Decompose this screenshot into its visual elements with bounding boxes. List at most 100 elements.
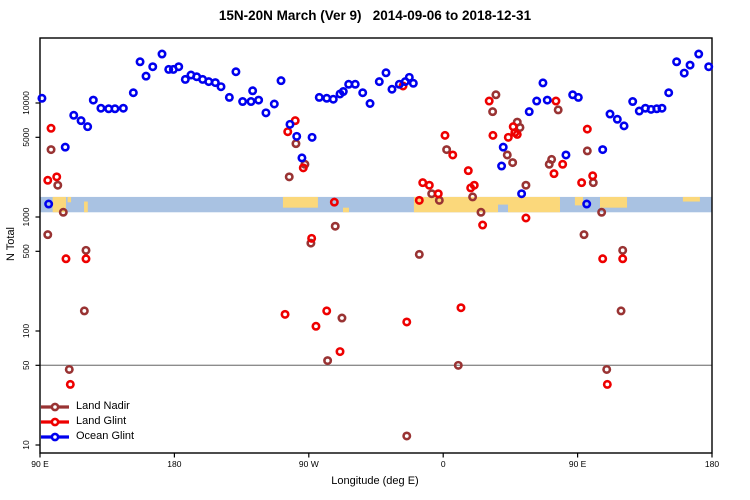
data-point-ocean-glint xyxy=(605,109,615,119)
data-point-ocean-glint xyxy=(69,110,79,120)
data-point-ocean-glint xyxy=(269,99,279,109)
data-point-land-glint xyxy=(440,130,450,140)
data-point-land-glint xyxy=(582,124,592,134)
y-tick-label: 500 xyxy=(21,244,31,258)
data-point-land-nadir xyxy=(453,360,463,370)
data-point-land-nadir xyxy=(616,306,626,316)
land-nadir-marker-icon xyxy=(41,402,69,411)
x-tick-label: 180 xyxy=(167,459,181,469)
land-band-segment xyxy=(67,196,72,203)
data-point-ocean-glint xyxy=(498,142,508,152)
data-point-ocean-glint xyxy=(60,142,70,152)
land-glint-marker-icon xyxy=(41,417,69,426)
data-point-ocean-glint xyxy=(135,57,145,67)
data-point-land-glint xyxy=(488,130,498,140)
x-tick-label: 0 xyxy=(441,459,446,469)
data-point-land-nadir xyxy=(508,158,518,168)
data-point-ocean-glint xyxy=(96,103,106,113)
legend-item-land-glint: Land Glint xyxy=(41,414,134,429)
data-point-land-glint xyxy=(551,96,561,106)
data-point-ocean-glint xyxy=(619,121,629,131)
data-point-land-nadir xyxy=(502,150,512,160)
x-tick-label: 90 E xyxy=(569,459,587,469)
data-point-land-glint xyxy=(448,150,458,160)
data-point-ocean-glint xyxy=(338,87,348,97)
data-point-ocean-glint xyxy=(231,67,241,77)
data-point-land-glint xyxy=(329,197,339,207)
data-point-land-nadir xyxy=(323,356,333,366)
data-point-land-nadir xyxy=(306,238,316,248)
data-point-land-glint xyxy=(456,303,466,313)
data-point-land-nadir xyxy=(488,107,498,117)
data-point-ocean-glint xyxy=(679,68,689,78)
data-point-ocean-glint xyxy=(672,57,682,67)
data-point-land-glint xyxy=(484,96,494,106)
data-point-ocean-glint xyxy=(664,88,674,98)
data-point-ocean-glint xyxy=(164,64,174,74)
data-point-land-nadir xyxy=(291,139,301,149)
x-tick-label: 90 E xyxy=(31,459,49,469)
data-point-ocean-glint xyxy=(517,189,527,199)
data-point-land-glint xyxy=(52,172,62,182)
x-axis-label: Longitude (deg E) xyxy=(331,475,419,487)
data-point-land-glint xyxy=(598,254,608,264)
data-point-ocean-glint xyxy=(285,119,295,129)
data-point-land-glint xyxy=(549,169,559,179)
land-band-segment xyxy=(282,196,318,208)
data-point-ocean-glint xyxy=(157,49,167,59)
data-point-ocean-glint xyxy=(261,108,271,118)
data-point-ocean-glint xyxy=(238,97,248,107)
data-point-land-glint xyxy=(46,123,56,133)
land-band-segment xyxy=(600,196,628,208)
data-point-land-glint xyxy=(558,159,568,169)
data-point-ocean-glint xyxy=(628,97,638,107)
data-point-ocean-glint xyxy=(408,78,418,88)
data-point-land-glint xyxy=(402,317,412,327)
data-point-land-glint xyxy=(335,347,345,357)
y-tick-label: 1000 xyxy=(21,207,31,226)
data-point-land-glint xyxy=(433,189,443,199)
data-point-ocean-glint xyxy=(704,62,714,72)
data-point-land-nadir xyxy=(579,230,589,240)
data-point-land-nadir xyxy=(284,172,294,182)
data-point-ocean-glint xyxy=(561,150,571,160)
data-point-ocean-glint xyxy=(358,88,368,98)
data-point-land-glint xyxy=(311,321,321,331)
data-point-land-nadir xyxy=(618,245,628,255)
data-point-land-nadir xyxy=(81,245,91,255)
plot-border xyxy=(39,37,713,454)
legend: Land Nadir Land Glint Ocean Glint xyxy=(41,399,134,444)
data-point-ocean-glint xyxy=(180,74,190,84)
data-point-ocean-glint xyxy=(141,71,151,81)
data-point-land-glint xyxy=(602,379,612,389)
legend-item-ocean-glint: Ocean Glint xyxy=(41,429,134,444)
data-point-land-nadir xyxy=(79,306,89,316)
data-point-ocean-glint xyxy=(374,77,384,87)
x-tick-label: 90 W xyxy=(299,459,319,469)
data-point-land-nadir xyxy=(602,364,612,374)
data-point-ocean-glint xyxy=(224,92,234,102)
data-point-land-glint xyxy=(414,195,424,205)
y-tick-label: 50 xyxy=(21,360,31,370)
data-point-land-nadir xyxy=(46,145,56,155)
data-point-land-glint xyxy=(81,254,91,264)
data-point-land-nadir xyxy=(468,192,478,202)
data-point-ocean-glint xyxy=(598,145,608,155)
data-point-land-glint xyxy=(478,220,488,230)
data-point-land-glint xyxy=(307,233,317,243)
land-band-segment xyxy=(498,196,509,205)
data-point-ocean-glint xyxy=(694,49,704,59)
data-point-ocean-glint xyxy=(365,98,375,108)
data-point-land-nadir xyxy=(58,207,68,217)
land-band-segment xyxy=(413,196,499,213)
data-point-land-glint xyxy=(298,163,308,173)
data-point-ocean-glint xyxy=(297,153,307,163)
legend-label: Land Glint xyxy=(76,415,127,427)
land-band-segment xyxy=(574,196,583,206)
land-band-segment xyxy=(84,201,88,213)
data-point-ocean-glint xyxy=(532,96,542,106)
legend-label: Ocean Glint xyxy=(76,430,135,442)
data-point-land-nadir xyxy=(521,180,531,190)
data-point-land-nadir xyxy=(64,364,74,374)
data-point-ocean-glint xyxy=(538,78,548,88)
